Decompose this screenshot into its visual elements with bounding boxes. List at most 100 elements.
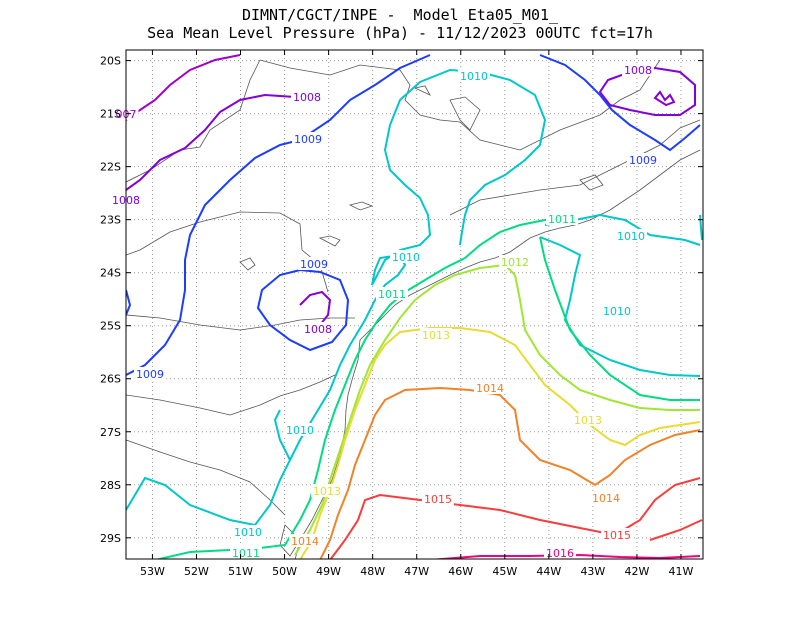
contour-1010-big	[126, 409, 292, 527]
contour-1007	[126, 54, 241, 121]
lon-label: 53W	[140, 565, 165, 578]
contour-label-bg	[292, 132, 324, 145]
contour-label: 1010	[460, 70, 488, 83]
reservoir-5	[579, 174, 604, 191]
reservoir-2	[318, 235, 341, 247]
lon-label: 50W	[272, 565, 297, 578]
lon-label: 43W	[580, 565, 605, 578]
contour-label: 1008	[624, 64, 652, 77]
contour-1011-east	[539, 236, 700, 401]
contour-label-bg	[627, 153, 659, 166]
contour-label-bg	[302, 322, 334, 335]
contour-label: 1008	[293, 91, 321, 104]
contour-1009-west	[126, 54, 431, 376]
contour-1008-nw	[126, 93, 296, 191]
contour-1016	[429, 553, 701, 559]
contour-label: 1009	[294, 133, 322, 146]
lat-label: 22S	[100, 161, 121, 174]
latitude-labels: 20S 21S 22S 23S 24S 25S 26S 27S 28S 29S	[100, 55, 703, 545]
lon-label: 49W	[316, 565, 341, 578]
lon-label: 48W	[360, 565, 385, 578]
argentina-border	[126, 439, 286, 516]
contour-1015-east	[649, 519, 703, 541]
contour-label-bg	[499, 255, 531, 268]
plot-frame	[125, 49, 704, 560]
contour-label-bg	[615, 229, 647, 242]
reservoir-3	[348, 201, 374, 211]
contour-label: 1014	[476, 382, 504, 395]
contour-1008-center	[299, 290, 332, 326]
lat-label: 29S	[100, 532, 121, 545]
contour-label: 1013	[313, 485, 341, 498]
contour-1013	[299, 327, 701, 559]
reservoir-6	[413, 85, 431, 96]
map-title: DIMNT/CGCT/INPE - Model Eta05_M01_ Sea M…	[0, 6, 800, 42]
lon-label: 52W	[184, 565, 209, 578]
contour-label-bg	[289, 534, 321, 547]
reservoir-4	[449, 96, 481, 131]
contour-1011	[154, 217, 576, 559]
contour-label-bg	[291, 90, 323, 103]
contour-1009-east	[539, 54, 701, 152]
contour-label: 1010	[392, 251, 420, 264]
contour-label-bg	[458, 69, 490, 82]
lat-label: 21S	[100, 108, 121, 121]
lat-label: 24S	[100, 267, 121, 280]
contour-label-bg	[230, 546, 262, 559]
contour-label-bg	[232, 525, 264, 538]
state-border-rj	[449, 119, 701, 216]
contour-1012	[294, 263, 700, 556]
contour-label: 1015	[424, 493, 452, 506]
contour-label: 1014	[592, 492, 620, 505]
contour-1008-ne	[598, 66, 696, 116]
lon-label: 41W	[669, 565, 694, 578]
title-line-1: DIMNT/CGCT/INPE - Model Eta05_M01_	[241, 6, 559, 24]
contour-label-bg	[590, 491, 622, 504]
contour-label: 1010	[617, 230, 645, 243]
contour-label-bg	[572, 413, 604, 426]
lat-label: 27S	[100, 426, 121, 439]
lat-label: 28S	[100, 479, 121, 492]
contour-label: 1008	[304, 323, 332, 336]
contour-1010-east2	[699, 214, 703, 241]
contour-label: 1009	[136, 368, 164, 381]
contour-label-bg	[376, 287, 408, 300]
contour-label-bg	[601, 528, 633, 541]
contour-1014	[319, 386, 701, 559]
contour-label: 1013	[422, 329, 450, 342]
contour-label: 1014	[291, 535, 319, 548]
contour-label: 1010	[286, 424, 314, 437]
lon-label: 45W	[492, 565, 517, 578]
contour-label: 1010	[234, 526, 262, 539]
contour-label-bg	[311, 484, 343, 497]
contour-label: 1010	[603, 305, 631, 318]
lon-label: 51W	[228, 565, 253, 578]
contour-label-bg	[134, 367, 166, 380]
coastline	[294, 149, 701, 559]
contour-1009-small	[126, 289, 132, 316]
lon-label: 42W	[624, 565, 649, 578]
contour-label: 1009	[300, 258, 328, 271]
lon-label: 44W	[536, 565, 561, 578]
contour-label-bg	[298, 257, 330, 270]
contour-label: 1016	[546, 547, 574, 560]
contour-label: 1009	[629, 154, 657, 167]
contour-1010-loop	[371, 68, 547, 286]
lat-label: 25S	[100, 320, 121, 333]
contour-label-bg	[601, 304, 633, 317]
lat-label: 23S	[100, 214, 121, 227]
longitude-labels: 53W 52W 51W 50W 49W 48W 47W 46W 45W 44W 43W 42W 41W	[140, 50, 694, 578]
contour-1010-lower	[539, 236, 701, 377]
contour-label: 1011	[232, 547, 260, 560]
lat-label: 20S	[100, 55, 121, 68]
contour-label-bg	[474, 381, 506, 394]
contour-1009-ring	[256, 268, 350, 352]
contour-label: 1011	[548, 213, 576, 226]
state-border-ms-pr	[126, 211, 329, 293]
contour-label: 1012	[501, 256, 529, 269]
lon-label: 46W	[448, 565, 473, 578]
state-border-mg-sp	[259, 59, 661, 151]
contour-label: 1015	[603, 529, 631, 542]
contour-label-bg	[544, 546, 576, 559]
